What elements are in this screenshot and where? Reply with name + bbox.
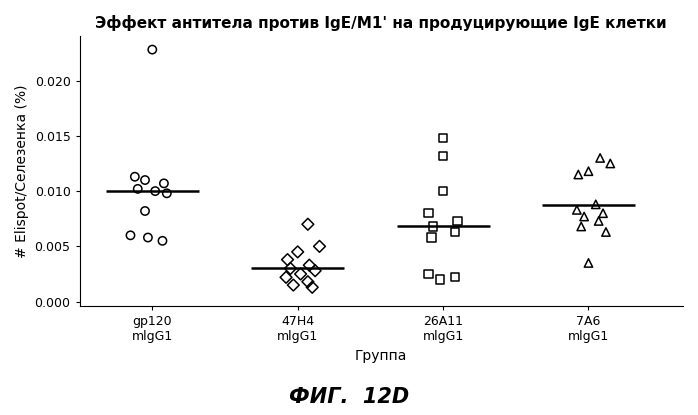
Point (161, 190, 172, 197)
Point (579, 213, 590, 220)
Point (149, 188, 161, 194)
Point (573, 171, 584, 178)
Point (604, 160, 616, 167)
Point (157, 237, 168, 244)
Point (449, 229, 460, 235)
Point (309, 267, 320, 274)
Point (595, 155, 606, 161)
Point (593, 217, 604, 224)
Point (438, 135, 449, 142)
Point (438, 152, 449, 159)
Point (449, 274, 460, 281)
Point (304, 262, 315, 269)
Title: Эффект антитела против IgE/M1' на продуцирующие IgE клетки: Эффект антитела против IgE/M1' на продуц… (96, 15, 667, 31)
Point (571, 207, 582, 213)
Point (576, 223, 587, 230)
Point (600, 229, 611, 235)
Point (423, 271, 434, 277)
X-axis label: Группа: Группа (355, 349, 408, 363)
Point (583, 260, 594, 266)
Point (129, 173, 140, 180)
Point (140, 208, 151, 214)
Point (125, 232, 136, 239)
Point (314, 243, 325, 250)
Point (292, 249, 303, 255)
Point (302, 278, 313, 285)
Point (147, 46, 158, 53)
Point (597, 210, 609, 217)
Point (591, 201, 602, 208)
Point (295, 271, 306, 277)
Point (282, 256, 293, 263)
Point (423, 210, 434, 217)
Point (427, 223, 438, 230)
Point (132, 186, 143, 192)
Point (452, 217, 463, 224)
Point (281, 274, 292, 281)
Point (426, 234, 437, 241)
Point (288, 282, 299, 288)
Text: ФИГ.  12D: ФИГ. 12D (289, 387, 409, 407)
Point (140, 177, 151, 183)
Point (583, 168, 594, 175)
Point (158, 180, 170, 187)
Point (438, 188, 449, 194)
Point (302, 221, 313, 227)
Point (435, 276, 446, 283)
Y-axis label: # Elispot/Селезенка (%): # Elispot/Селезенка (%) (15, 84, 29, 258)
Point (306, 284, 318, 290)
Point (142, 234, 154, 241)
Point (285, 265, 296, 272)
